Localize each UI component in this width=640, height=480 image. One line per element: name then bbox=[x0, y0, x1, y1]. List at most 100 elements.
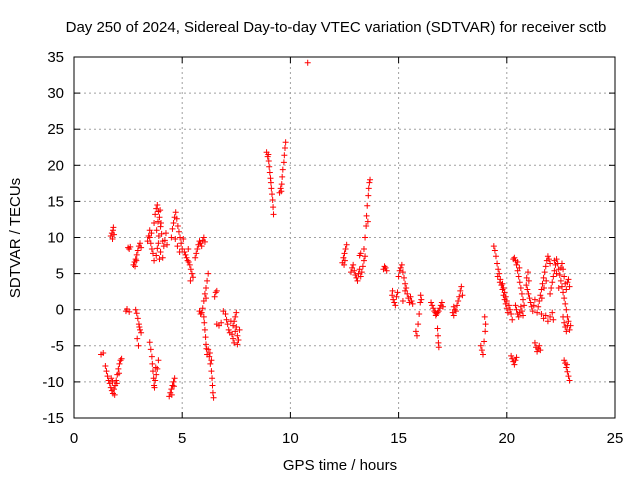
data-point bbox=[187, 266, 194, 273]
data-point bbox=[432, 312, 439, 319]
data-point bbox=[365, 185, 372, 192]
data-point bbox=[230, 322, 237, 329]
data-point bbox=[398, 261, 405, 268]
data-point bbox=[277, 185, 284, 192]
data-point bbox=[393, 293, 400, 300]
data-point bbox=[144, 238, 151, 245]
data-point bbox=[459, 292, 466, 299]
data-point bbox=[516, 279, 523, 286]
data-point bbox=[538, 295, 545, 302]
data-point bbox=[194, 246, 201, 253]
data-point bbox=[505, 302, 512, 309]
y-tick-label: 30 bbox=[47, 85, 64, 102]
data-points bbox=[98, 59, 574, 401]
data-point bbox=[145, 233, 152, 240]
data-point bbox=[561, 319, 568, 326]
data-point bbox=[360, 246, 367, 253]
data-point bbox=[175, 228, 182, 235]
x-axis-title: GPS time / hours bbox=[283, 457, 397, 474]
data-point bbox=[127, 243, 134, 250]
data-point bbox=[184, 257, 191, 264]
data-point bbox=[198, 243, 205, 250]
data-point bbox=[563, 306, 570, 313]
data-point bbox=[117, 357, 124, 364]
data-point bbox=[524, 286, 531, 293]
x-tick-label: 20 bbox=[498, 430, 515, 447]
data-point bbox=[281, 152, 288, 159]
data-point bbox=[210, 394, 217, 401]
data-point bbox=[126, 308, 133, 315]
data-point bbox=[560, 289, 567, 296]
data-point bbox=[535, 303, 542, 310]
data-point bbox=[168, 391, 175, 398]
data-point bbox=[206, 353, 213, 360]
data-point bbox=[548, 285, 555, 292]
data-point bbox=[223, 316, 230, 323]
data-point bbox=[401, 274, 408, 281]
data-point bbox=[133, 251, 140, 258]
data-point bbox=[230, 335, 237, 342]
data-point bbox=[228, 331, 235, 338]
data-point bbox=[438, 299, 445, 306]
data-point bbox=[209, 375, 216, 382]
data-point bbox=[563, 364, 570, 371]
data-point bbox=[544, 318, 551, 325]
data-point bbox=[164, 241, 171, 248]
data-point bbox=[363, 222, 370, 229]
y-tick-label: 35 bbox=[47, 49, 64, 66]
data-point bbox=[561, 273, 568, 280]
data-point bbox=[392, 302, 399, 309]
data-point bbox=[538, 286, 545, 293]
data-point bbox=[537, 292, 544, 299]
data-point bbox=[450, 303, 457, 310]
data-point bbox=[397, 264, 404, 271]
data-point bbox=[549, 309, 556, 316]
data-point bbox=[390, 296, 397, 303]
data-point bbox=[212, 289, 219, 296]
data-point bbox=[531, 296, 538, 303]
data-point bbox=[183, 254, 190, 261]
data-point bbox=[341, 261, 348, 268]
data-point bbox=[109, 235, 116, 242]
data-point bbox=[148, 246, 155, 253]
data-point bbox=[115, 365, 122, 372]
data-point bbox=[358, 269, 365, 276]
data-point bbox=[152, 211, 159, 218]
y-tick-label: 0 bbox=[56, 302, 64, 319]
data-point bbox=[547, 260, 554, 267]
data-point bbox=[157, 220, 164, 227]
data-point bbox=[523, 282, 530, 289]
data-point bbox=[539, 280, 546, 287]
data-point bbox=[282, 139, 289, 146]
data-point bbox=[269, 196, 276, 203]
data-point bbox=[541, 285, 548, 292]
data-point bbox=[353, 274, 360, 281]
data-point bbox=[542, 312, 549, 319]
data-point bbox=[492, 253, 499, 260]
data-point bbox=[435, 344, 442, 351]
data-point bbox=[359, 263, 366, 270]
data-point bbox=[278, 181, 285, 188]
data-point bbox=[564, 279, 571, 286]
data-point bbox=[181, 248, 188, 255]
x-tick-label: 15 bbox=[390, 430, 407, 447]
data-point bbox=[100, 350, 107, 357]
data-point bbox=[187, 277, 194, 284]
data-point bbox=[133, 310, 140, 317]
data-point bbox=[516, 264, 523, 271]
y-tick-label: 25 bbox=[47, 121, 64, 138]
data-point bbox=[304, 59, 311, 66]
data-point bbox=[268, 185, 275, 192]
data-point bbox=[534, 348, 541, 355]
data-point bbox=[396, 267, 403, 274]
data-point bbox=[180, 235, 187, 242]
data-point bbox=[149, 368, 156, 375]
data-point bbox=[199, 305, 206, 312]
data-point bbox=[151, 257, 158, 264]
data-point bbox=[365, 192, 372, 199]
data-point bbox=[133, 257, 140, 264]
data-point bbox=[503, 298, 510, 305]
x-tick-label: 10 bbox=[282, 430, 299, 447]
data-point bbox=[170, 220, 177, 227]
data-point bbox=[132, 263, 139, 270]
